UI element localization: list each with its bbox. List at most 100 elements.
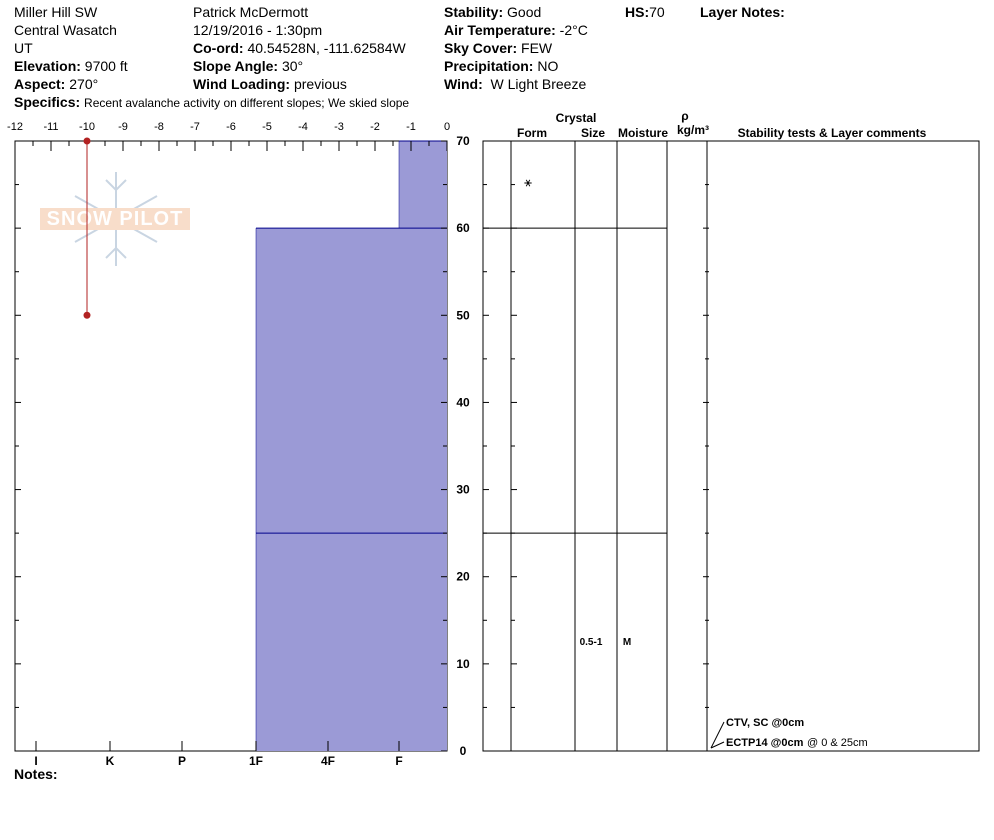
hardness-layers — [255, 140, 447, 751]
test-extra-1: @ 0 & 25cm — [807, 737, 868, 749]
coordinates: Co-ord: 40.54528N, -111.62584W — [193, 39, 406, 57]
temp-tick-label-5: -7 — [190, 121, 200, 133]
stability: Stability: Good — [444, 3, 541, 21]
wind-label: Wind: — [444, 76, 483, 92]
aspect-label: Aspect: — [14, 76, 66, 92]
depth-label-1: 60 — [456, 221, 470, 235]
temp-tick-label-1: -11 — [43, 121, 58, 133]
temp-tick-label-11: -1 — [406, 121, 416, 133]
precip-value: NO — [537, 58, 559, 74]
slope-label: Slope Angle: — [193, 58, 279, 74]
mountain-range: Central Wasatch — [14, 22, 117, 38]
temp-point-1 — [83, 311, 91, 319]
hardness-label-5: F — [395, 754, 402, 768]
elevation-label: Elevation: — [14, 58, 81, 74]
depth-label-2: 50 — [456, 308, 470, 322]
wind-loading-label: Wind Loading: — [193, 76, 291, 92]
moisture-header: Moisture — [618, 126, 668, 140]
temp-point-0 — [83, 137, 91, 145]
stability-value: Good — [507, 4, 542, 20]
density-rho-header: ρ — [681, 109, 688, 123]
depth-label-0: 70 — [456, 134, 470, 148]
sky-cover: Sky Cover: FEW — [444, 39, 552, 57]
test-pointer-1 — [710, 741, 725, 749]
hardness-bar-2 — [256, 533, 447, 751]
temp-tick-label-7: -5 — [262, 121, 272, 133]
depth-label-5: 20 — [456, 570, 470, 584]
layer-table-rows: ⚹ 0.5-1 M — [483, 140, 667, 648]
stability-label: Stability: — [444, 4, 504, 20]
aspect-value: 270° — [69, 76, 99, 92]
hardness-label-0: I — [34, 754, 37, 768]
size-header: Size — [581, 126, 605, 140]
hs-value: 70 — [649, 4, 665, 20]
aspect: Aspect: 270° — [14, 75, 98, 93]
test-pointer-0 — [710, 721, 725, 749]
sky-value: FEW — [521, 40, 553, 56]
hardness-label-1: K — [106, 754, 115, 768]
precipitation: Precipitation: NO — [444, 57, 558, 75]
wind: Wind: W Light Breeze — [444, 75, 586, 93]
slope-angle: Slope Angle: 30° — [193, 57, 303, 75]
state: UT — [14, 40, 33, 56]
observation-datetime: 12/19/2016 - 1:30pm — [193, 22, 323, 38]
layer-table-frame — [482, 140, 980, 752]
density-unit-header: kg/m³ — [677, 123, 709, 137]
hardness-bar-0 — [399, 141, 447, 229]
crystal-header: Crystal — [556, 111, 597, 125]
specifics: Specifics: Recent avalanche activity on … — [14, 93, 409, 112]
temperature-profile — [83, 137, 91, 319]
watermark-text: SNOW PILOT — [47, 208, 184, 230]
wind-loading: Wind Loading: previous — [193, 75, 347, 93]
temp-tick-label-10: -2 — [370, 121, 380, 133]
coord-value: 40.54528N, -111.62584W — [247, 40, 406, 56]
wind-loading-value: previous — [293, 76, 347, 92]
depth-label-7: 0 — [460, 744, 467, 758]
temperature-axis: -12 -11 -10 -9 -8 -7 -6 -5 -4 -3 -2 -1 0 — [7, 121, 450, 151]
temp-tick-label-12: 0 — [444, 121, 450, 133]
specifics-label: Specifics: — [14, 94, 81, 110]
hardness-label-2: P — [178, 754, 186, 768]
hardness-axis: I K P 1F 4F F — [34, 741, 403, 768]
depth-label-4: 30 — [456, 483, 470, 497]
coord-label: Co-ord: — [193, 40, 244, 56]
test-text-1: ECTP14 @0cm — [726, 737, 804, 749]
hardness-bar-1 — [256, 228, 447, 534]
elevation-value: 9700 ft — [84, 58, 128, 74]
crystal-form-icon-0: ⚹ — [524, 175, 532, 190]
test-text-0: CTV, SC @0cm — [726, 717, 804, 729]
snowflake-icon — [74, 172, 158, 266]
depth-axis: 70 60 50 40 30 20 10 0 — [15, 134, 709, 758]
depth-label-3: 40 — [456, 395, 470, 409]
snowpilot-watermark: SNOW PILOT — [40, 172, 190, 266]
location-name: Miller Hill SW — [14, 4, 98, 20]
temp-tick-label-4: -8 — [154, 121, 164, 133]
elevation: Elevation: 9700 ft — [14, 57, 128, 75]
crystal-size-2: 0.5-1 — [580, 637, 603, 648]
wind-value: W Light Breeze — [490, 76, 587, 92]
sky-label: Sky Cover: — [444, 40, 518, 56]
observer: Patrick McDermott — [193, 4, 309, 20]
slope-value: 30° — [281, 58, 304, 74]
notes-label: Notes: — [14, 766, 58, 782]
hardness-label-3: 1F — [249, 754, 263, 768]
comments-header: Stability tests & Layer comments — [738, 126, 927, 140]
depth-label-6: 10 — [456, 657, 470, 671]
air-temp-label: Air Temperature: — [444, 22, 556, 38]
temp-tick-label-8: -4 — [298, 121, 308, 133]
temp-tick-label-2: -10 — [79, 121, 95, 133]
air-temperature: Air Temperature: -2°C — [444, 21, 588, 39]
stability-tests: CTV, SC @0cm ECTP14 @0cm @ 0 & 25cm — [710, 717, 868, 749]
hs-label: HS: — [625, 4, 650, 20]
temp-tick-label-0: -12 — [7, 121, 23, 133]
hardness-label-4: 4F — [321, 754, 335, 768]
air-temp-value: -2°C — [559, 22, 588, 38]
precip-label: Precipitation: — [444, 58, 534, 74]
temp-tick-label-6: -6 — [226, 121, 236, 133]
snow-height: HS:70 — [625, 3, 665, 21]
moisture-2: M — [623, 637, 631, 648]
layer-notes-label: Layer Notes: — [700, 4, 785, 20]
specifics-value: Recent avalanche activity on different s… — [84, 96, 410, 110]
temp-tick-label-9: -3 — [334, 121, 344, 133]
